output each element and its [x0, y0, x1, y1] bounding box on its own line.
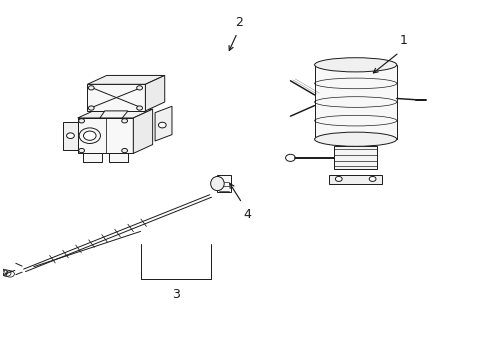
Polygon shape: [78, 109, 152, 118]
Text: 2: 2: [234, 16, 242, 30]
Circle shape: [79, 119, 84, 123]
Circle shape: [137, 86, 142, 90]
Circle shape: [66, 133, 74, 139]
Text: 3: 3: [171, 288, 179, 301]
Polygon shape: [63, 122, 78, 150]
Polygon shape: [87, 76, 164, 84]
Circle shape: [83, 131, 96, 140]
Circle shape: [79, 148, 84, 153]
Circle shape: [158, 122, 166, 128]
Polygon shape: [314, 65, 396, 139]
Polygon shape: [155, 106, 172, 141]
Polygon shape: [333, 146, 377, 169]
Circle shape: [122, 119, 127, 123]
Polygon shape: [100, 111, 128, 118]
Circle shape: [335, 176, 342, 181]
Polygon shape: [133, 109, 152, 153]
Ellipse shape: [314, 132, 396, 146]
Circle shape: [137, 106, 142, 110]
Polygon shape: [145, 76, 164, 111]
Circle shape: [88, 86, 94, 90]
Polygon shape: [78, 118, 133, 153]
Polygon shape: [217, 175, 230, 192]
Ellipse shape: [314, 58, 396, 72]
Circle shape: [79, 128, 100, 144]
Text: 1: 1: [399, 34, 407, 47]
Polygon shape: [328, 175, 382, 184]
Ellipse shape: [210, 176, 224, 191]
Polygon shape: [87, 84, 145, 111]
Circle shape: [88, 106, 94, 110]
Polygon shape: [82, 153, 102, 162]
Text: 4: 4: [243, 208, 250, 221]
Polygon shape: [109, 153, 128, 162]
Circle shape: [368, 176, 375, 181]
Circle shape: [122, 148, 127, 153]
